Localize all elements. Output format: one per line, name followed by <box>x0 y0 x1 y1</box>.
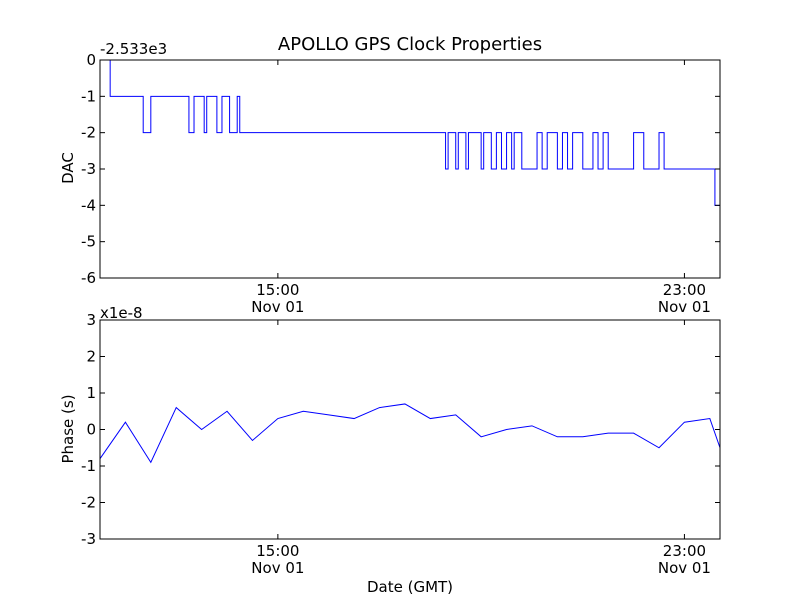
phase-ytick-label: -1 <box>81 457 96 475</box>
phase-offset-label: x1e-8 <box>100 304 143 322</box>
dac-ytick-label: -6 <box>81 269 96 287</box>
phase-panel: x1e-8 Phase (s) Date (GMT) 3 2 1 0 -1 -2 -3 15:… <box>59 304 721 596</box>
dac-xtick-time: 15:00 <box>256 281 299 299</box>
dac-xtick-date: Nov 01 <box>251 298 304 316</box>
phase-ytick-label: 2 <box>86 348 96 366</box>
dac-xtick-date: Nov 01 <box>658 298 711 316</box>
dac-offset-label: -2.533e3 <box>100 40 167 58</box>
phase-ytick-label: -2 <box>81 494 96 512</box>
dac-ytick-label: -2 <box>81 124 96 142</box>
dac-ytick-label: -4 <box>81 196 96 214</box>
phase-xtick-date: Nov 01 <box>658 559 711 577</box>
phase-ytick-label: 0 <box>86 421 96 439</box>
phase-xtick-time: 15:00 <box>256 542 299 560</box>
dac-xtick-time: 23:00 <box>663 281 706 299</box>
phase-xtick-date: Nov 01 <box>251 559 304 577</box>
phase-xlabel: Date (GMT) <box>367 578 453 596</box>
dac-ytick-label: -5 <box>81 233 96 251</box>
phase-ytick-label: -3 <box>81 530 96 548</box>
phase-axes-frame <box>99 319 721 540</box>
dac-ytick-label: -3 <box>81 160 96 178</box>
phase-ylabel: Phase (s) <box>59 394 77 463</box>
dac-ylabel: DAC <box>59 152 77 184</box>
phase-ytick-label: 3 <box>86 311 96 329</box>
dac-ytick-label: 0 <box>86 51 96 69</box>
dac-axes-frame <box>99 59 721 279</box>
dac-ytick-label: -1 <box>81 87 96 105</box>
chart-title: APOLLO GPS Clock Properties <box>278 34 542 55</box>
phase-xtick-time: 23:00 <box>663 542 706 560</box>
phase-ytick-label: 1 <box>86 384 96 402</box>
